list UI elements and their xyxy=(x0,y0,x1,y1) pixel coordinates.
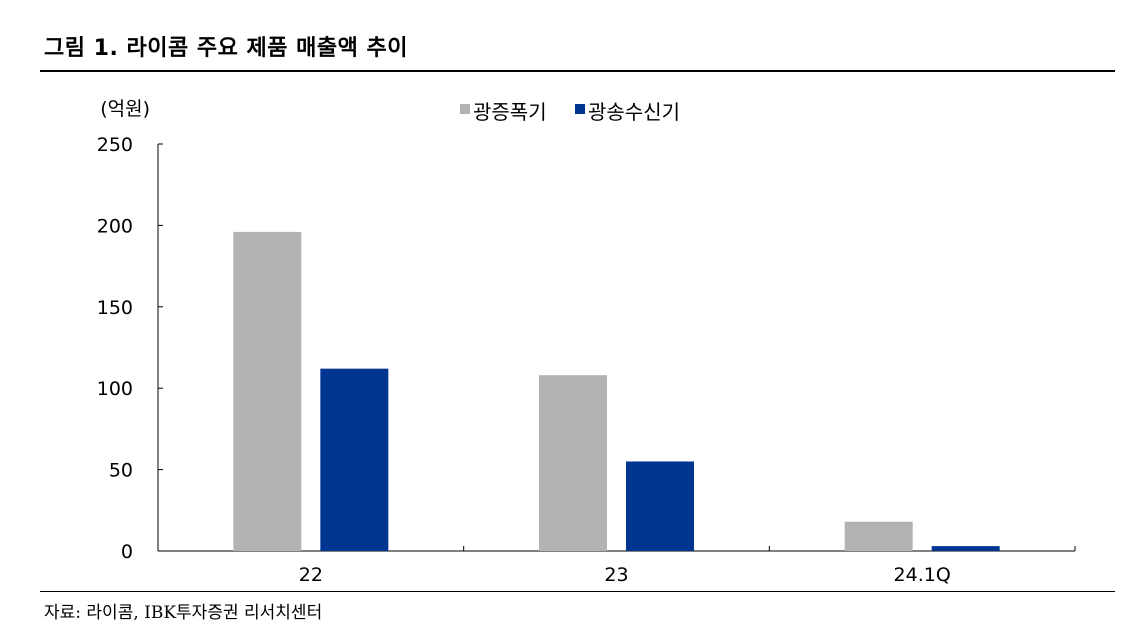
source-note: 자료: 라이콤, IBK투자증권 리서치센터 xyxy=(44,603,323,623)
legend-swatch-series-2 xyxy=(575,104,585,114)
bar-23-series-2 xyxy=(626,461,694,551)
bar-chart: (억원) 0 50 100 150 200 250 22 23 24.1Q 광증폭기 광송수신기 xyxy=(97,98,1076,586)
legend: 광증폭기 광송수신기 xyxy=(460,100,680,124)
y-tick-label: 150 xyxy=(97,297,133,319)
x-tick-label: 22 xyxy=(299,564,323,586)
y-tick-label: 0 xyxy=(121,541,133,563)
bar-23-series-1 xyxy=(539,375,607,551)
y-tick-label: 100 xyxy=(97,378,133,400)
legend-label: 광송수신기 xyxy=(588,100,680,124)
x-tick-label: 23 xyxy=(604,564,628,586)
bar-22-series-1 xyxy=(233,231,302,552)
legend-label: 광증폭기 xyxy=(473,100,547,124)
x-tick-label: 24.1Q xyxy=(894,564,951,586)
source-rule xyxy=(40,591,1115,592)
bar-24-1Q-series-2 xyxy=(931,546,1000,551)
y-tick-label: 200 xyxy=(97,215,133,237)
y-unit-label: (억원) xyxy=(100,98,150,120)
bars xyxy=(233,231,1000,552)
bar-22-series-2 xyxy=(320,368,389,551)
y-axis: 0 50 100 150 200 250 xyxy=(97,134,163,563)
legend-swatch-series-1 xyxy=(460,104,470,114)
x-axis: 22 23 24.1Q xyxy=(157,546,1076,586)
figure-title: 그림 1. 라이콤 주요 제품 매출액 추이 xyxy=(44,36,408,61)
y-tick-label: 50 xyxy=(109,460,133,482)
y-tick-label: 250 xyxy=(97,134,133,156)
bar-24-1Q-series-1 xyxy=(844,521,913,551)
title-rule xyxy=(40,70,1115,72)
